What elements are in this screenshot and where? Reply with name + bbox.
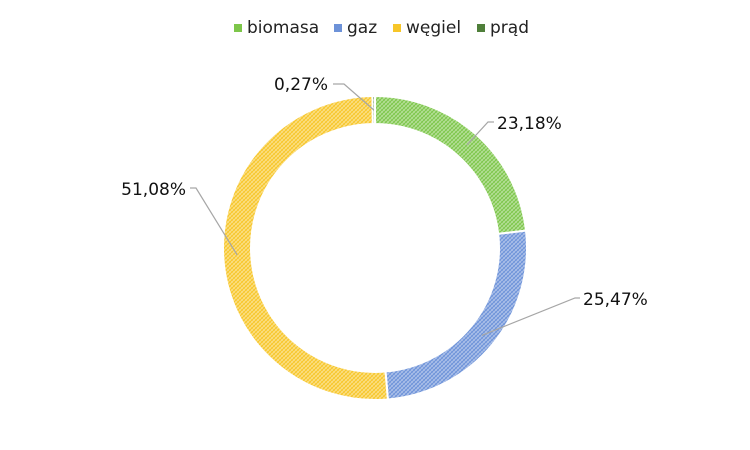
data-labels: 23,18% 25,47% 51,08% 0,27%: [121, 75, 648, 336]
legend-swatch-wegiel: [393, 24, 401, 32]
legend-label-gaz: gaz: [347, 18, 377, 38]
data-label-wegiel: 51,08%: [121, 180, 186, 200]
leader-line-gaz: [481, 297, 580, 336]
leader-line-biomasa: [466, 121, 494, 146]
data-label-gaz: 25,47%: [583, 290, 648, 310]
data-label-prad: 0,27%: [274, 75, 328, 95]
legend-item-prad: prąd: [477, 18, 529, 38]
slice-gaz: [384, 229, 528, 401]
legend-item-wegiel: węgiel: [393, 18, 461, 38]
legend-label-wegiel: węgiel: [406, 18, 461, 38]
data-label-biomasa: 23,18%: [497, 114, 562, 134]
legend-label-biomasa: biomasa: [247, 18, 319, 38]
legend-item-gaz: gaz: [334, 18, 377, 38]
slices: [222, 94, 528, 401]
legend-label-prad: prąd: [490, 18, 529, 38]
leader-line-wegiel: [190, 187, 238, 256]
slice-wegiel: [222, 95, 389, 401]
legend-swatch-prad: [477, 24, 485, 32]
legend-swatch-gaz: [334, 24, 342, 32]
leader-line-prad: [333, 83, 375, 111]
legend: biomasa gaz węgiel prąd: [234, 18, 529, 38]
legend-swatch-biomasa: [234, 24, 242, 32]
legend-item-biomasa: biomasa: [234, 18, 319, 38]
